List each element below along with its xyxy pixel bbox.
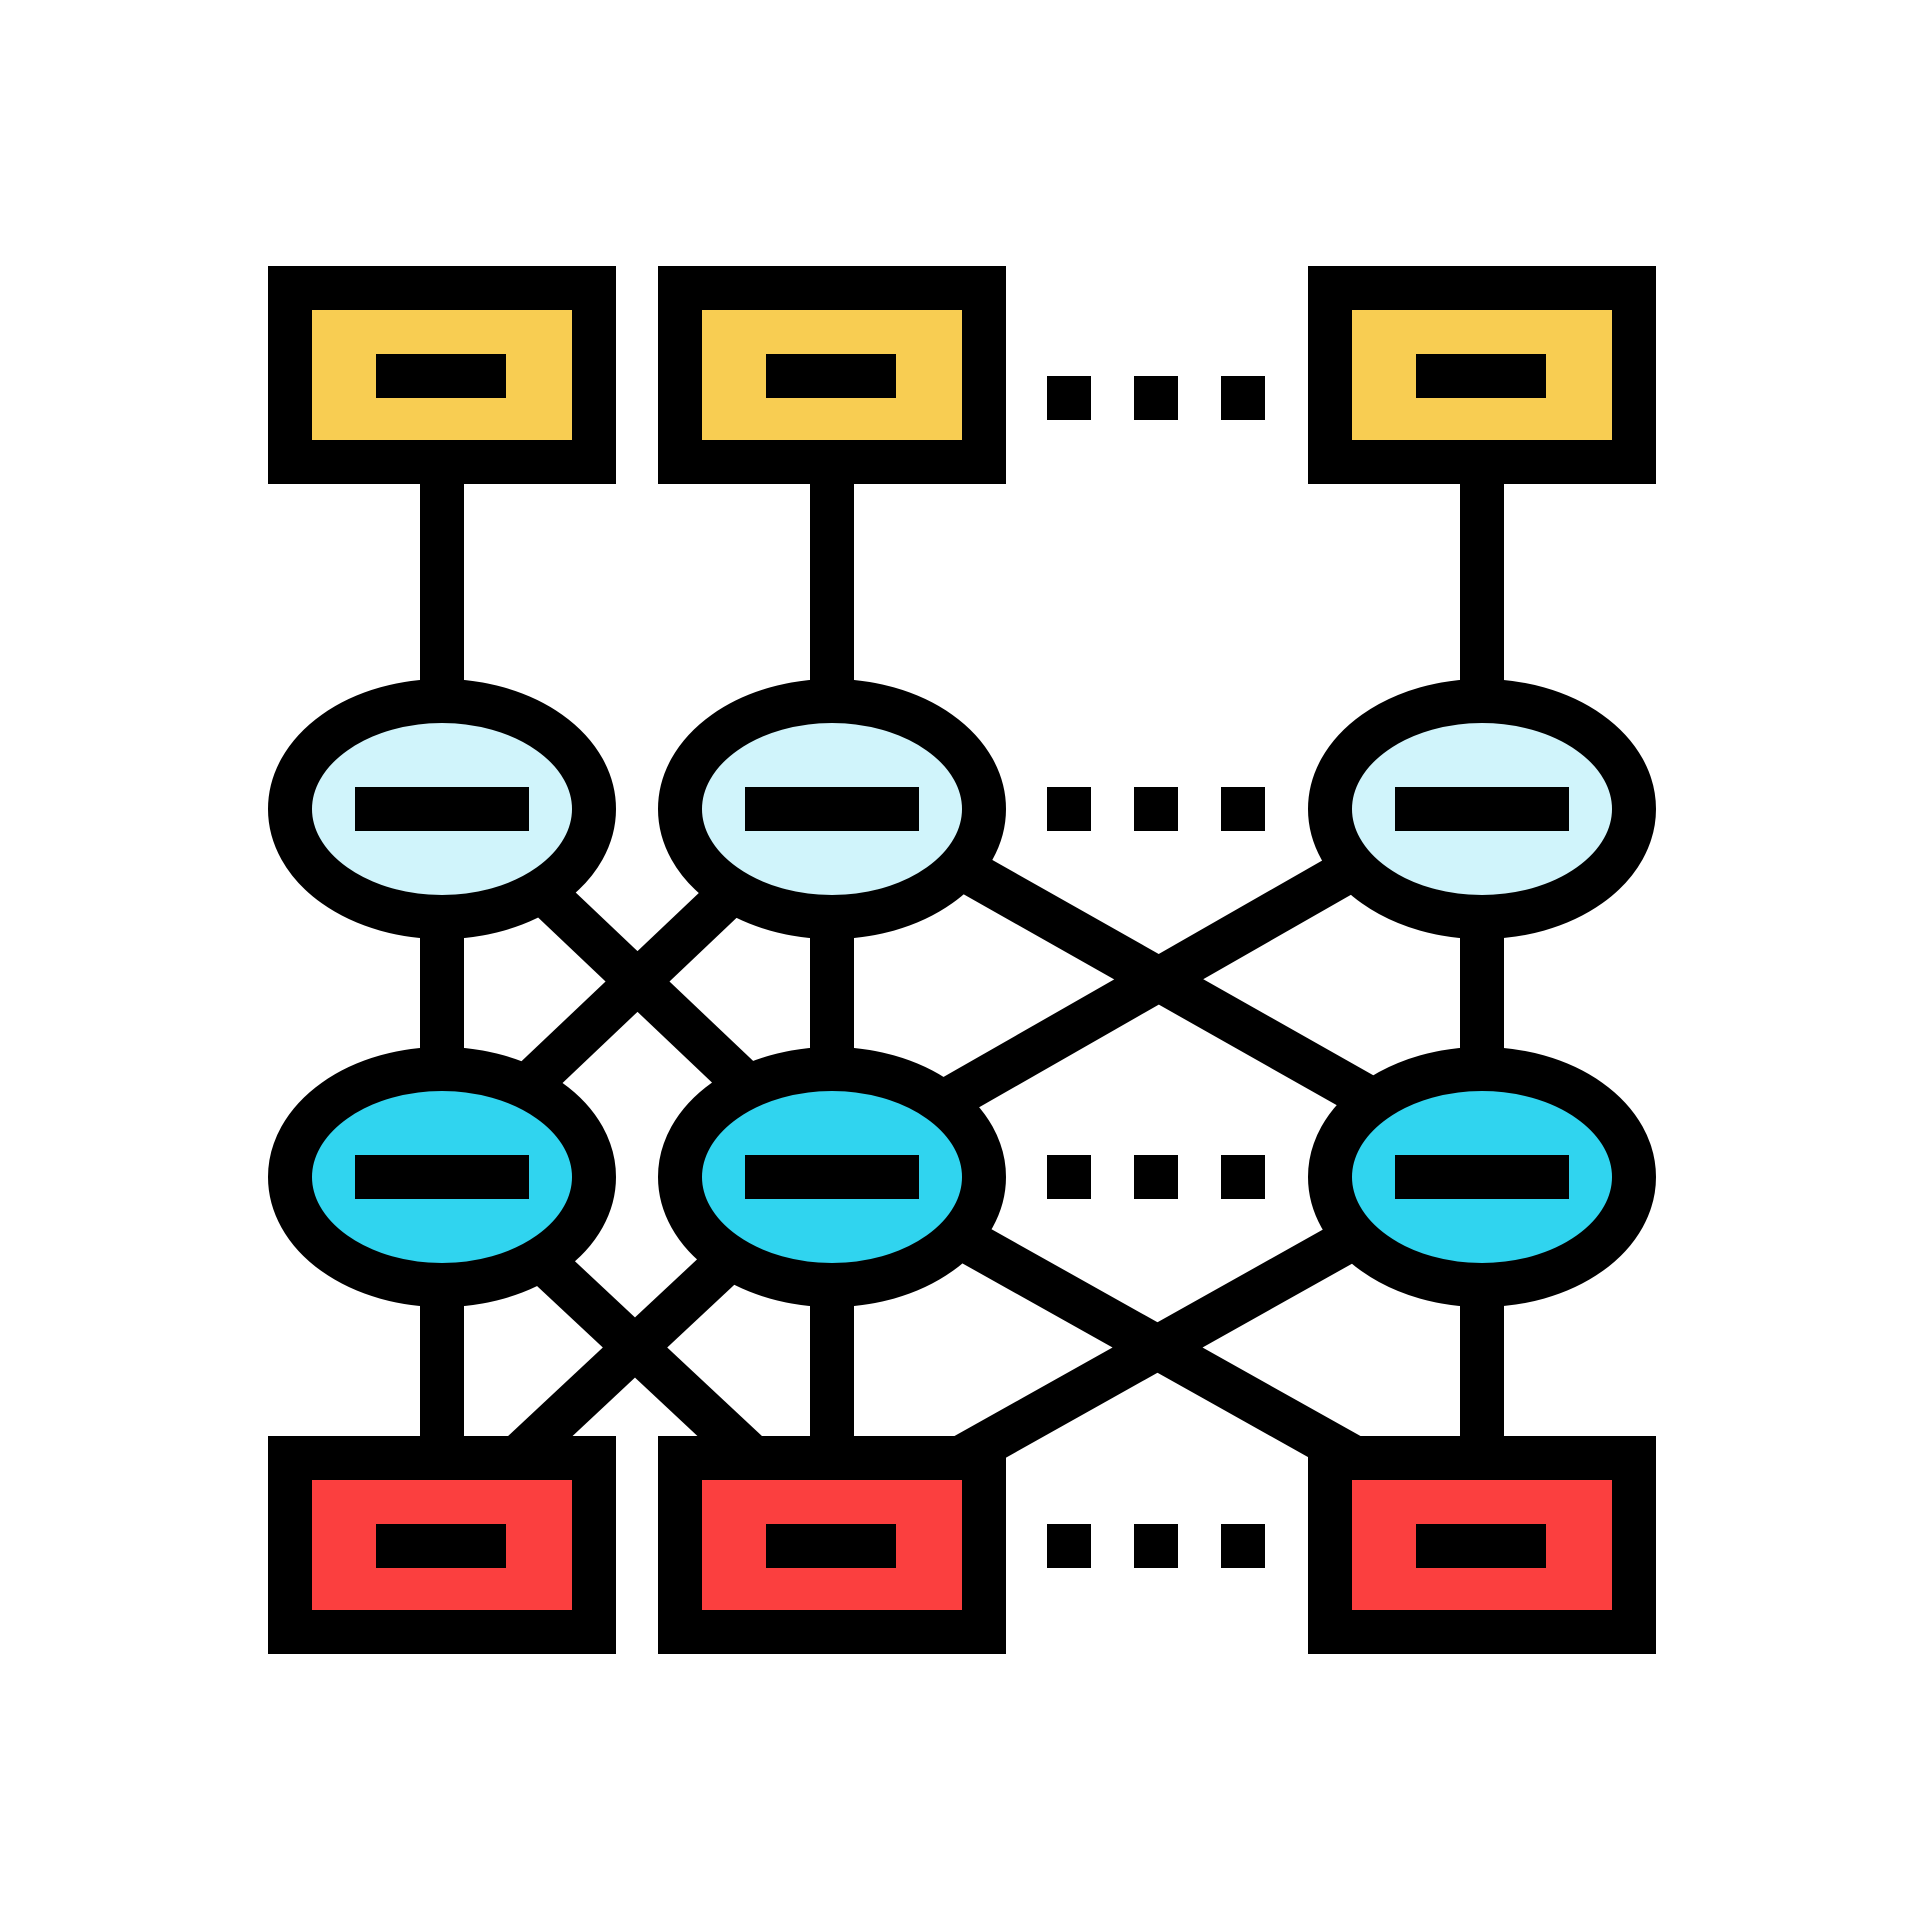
connections — [420, 458, 1504, 1495]
input-ellipsis-icon — [1047, 376, 1265, 420]
edge-h2-3-to-out-2 — [919, 1200, 1396, 1495]
input-labels — [376, 354, 1546, 398]
node-label-dash-icon — [1395, 1155, 1569, 1199]
node-label-dash-icon — [1395, 787, 1569, 831]
hidden1-labels — [355, 787, 1569, 831]
output-ellipsis-icon — [1047, 1524, 1265, 1568]
hidden1-ellipsis-icon — [1047, 787, 1265, 831]
hidden2-ellipsis-icon — [1047, 1155, 1265, 1199]
node-label-dash-icon — [745, 787, 919, 831]
output-labels — [376, 1524, 1546, 1568]
edge-h1-2-to-h2-1 — [504, 854, 771, 1109]
edge-h2-2-to-out-1 — [504, 1223, 766, 1472]
node-label-dash-icon — [355, 787, 529, 831]
node-label-dash-icon — [745, 1155, 919, 1199]
input-node-1 — [268, 266, 616, 484]
node-label-dash-icon — [1416, 1524, 1546, 1568]
node-label-dash-icon — [376, 1524, 506, 1568]
output-layer — [268, 1436, 1656, 1654]
output-node-3 — [1308, 1436, 1656, 1654]
node-label-dash-icon — [355, 1155, 529, 1199]
node-label-dash-icon — [376, 354, 506, 398]
node-label-dash-icon — [1416, 354, 1546, 398]
node-label-dash-icon — [766, 1524, 896, 1568]
edge-h1-3-to-h2-2 — [919, 830, 1396, 1130]
node-label-dash-icon — [766, 354, 896, 398]
hidden2-labels — [355, 1155, 1569, 1199]
